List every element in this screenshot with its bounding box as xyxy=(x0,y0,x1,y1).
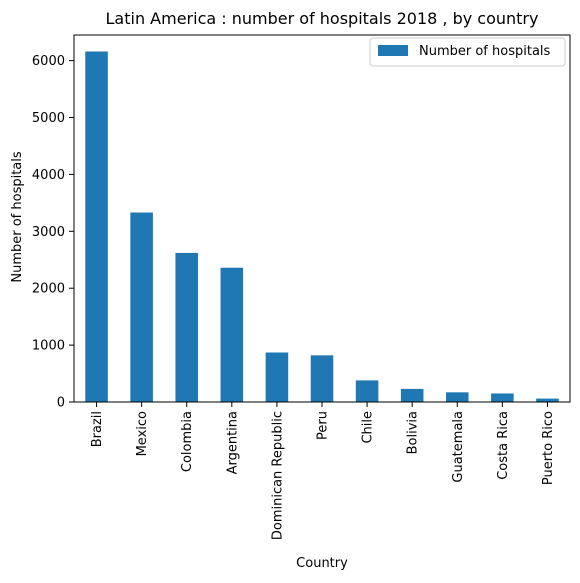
y-axis-label: Number of hospitals xyxy=(10,151,25,283)
x-tick-label: Argentina xyxy=(225,411,240,474)
y-tick-label: 3000 xyxy=(32,225,65,240)
x-tick-label: Chile xyxy=(361,411,376,444)
chart-title: Latin America : number of hospitals 2018… xyxy=(106,9,539,28)
x-tick-label: Puerto Rico xyxy=(541,411,556,485)
bar-chile xyxy=(356,380,379,402)
bar-argentina xyxy=(221,268,244,402)
x-axis-ticks: Brazil Mexico Colombia Argentina Dominican R… xyxy=(90,402,556,540)
y-tick-label: 2000 xyxy=(32,282,65,297)
x-tick-label: Mexico xyxy=(135,411,150,456)
bars-layer xyxy=(85,52,558,403)
y-tick-label: 0 xyxy=(57,396,65,411)
bar-bolivia xyxy=(401,389,424,402)
x-tick-label: Colombia xyxy=(180,411,195,472)
x-tick-label: Bolivia xyxy=(406,411,421,454)
bar-costa-rica xyxy=(491,393,514,402)
y-tick-label: 5000 xyxy=(32,111,65,126)
bar-puerto-rico xyxy=(536,399,559,402)
bar-mexico xyxy=(130,213,153,402)
legend-label: Number of hospitals xyxy=(419,44,551,59)
x-tick-label: Dominican Republic xyxy=(270,411,285,540)
bar-dominican-republic xyxy=(266,353,289,403)
bar-brazil xyxy=(85,52,108,403)
x-axis-label: Country xyxy=(296,556,348,571)
legend-swatch xyxy=(378,45,408,56)
bar-colombia xyxy=(175,253,198,402)
y-tick-label: 4000 xyxy=(32,168,65,183)
bar-peru xyxy=(311,355,334,402)
legend: Number of hospitals xyxy=(370,38,565,66)
y-axis-ticks: 0 1000 2000 3000 4000 5000 6000 xyxy=(32,54,74,410)
x-tick-label: Costa Rica xyxy=(496,411,511,480)
x-tick-label: Guatemala xyxy=(451,411,466,483)
x-tick-label: Brazil xyxy=(90,411,105,447)
y-tick-label: 6000 xyxy=(32,54,65,69)
bar-guatemala xyxy=(446,392,469,402)
y-tick-label: 1000 xyxy=(32,339,65,354)
x-tick-label: Peru xyxy=(316,411,331,440)
